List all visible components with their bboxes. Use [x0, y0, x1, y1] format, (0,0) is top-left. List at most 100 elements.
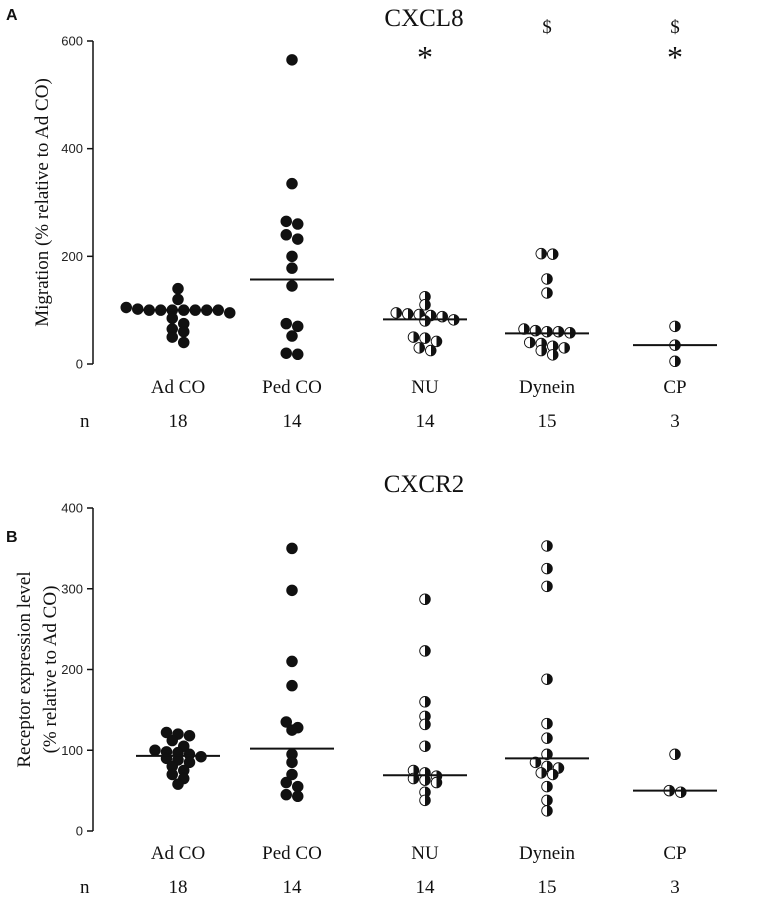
- data-point: [160, 726, 173, 739]
- data-point: [286, 330, 298, 342]
- data-point: [280, 788, 293, 801]
- data-point: [292, 790, 304, 803]
- n-value-nu: 14: [416, 411, 436, 432]
- data-point: [547, 349, 559, 361]
- y-tick-label: 200: [61, 249, 83, 264]
- chart-panel-a: A CXCL8 0 200 400 600 Migration (% relative to…: [6, 5, 717, 432]
- data-point: [183, 729, 196, 742]
- n-value-dynein: 15: [538, 877, 557, 898]
- data-point: [286, 250, 298, 263]
- data-point: [286, 262, 298, 274]
- data-point: [292, 320, 304, 333]
- data-point: [541, 748, 553, 761]
- data-point: [419, 315, 431, 327]
- data-point: [286, 679, 298, 692]
- n-row-label: n: [80, 877, 90, 898]
- category-label-ped-co: Ped CO: [262, 377, 322, 398]
- data-point: [286, 584, 298, 597]
- category-label-cp: CP: [663, 843, 686, 864]
- data-point: [286, 724, 298, 736]
- data-point: [430, 776, 443, 789]
- data-point: [541, 794, 553, 807]
- data-point: [166, 734, 178, 747]
- data-point: [286, 542, 298, 555]
- panel-label: A: [6, 7, 18, 24]
- category-label-dynein: Dynein: [519, 843, 575, 864]
- n-value-ad-co: 18: [169, 411, 188, 432]
- data-point: [177, 325, 190, 338]
- category-label-ad-co: Ad CO: [151, 843, 205, 864]
- data-point: [280, 716, 293, 728]
- significance-asterisk: *: [667, 39, 683, 75]
- significance-asterisk: *: [417, 39, 433, 75]
- data-point: [286, 177, 298, 190]
- n-value-cp: 3: [670, 877, 680, 898]
- data-point: [286, 756, 298, 769]
- data-point: [535, 344, 548, 357]
- data-point: [541, 325, 553, 338]
- data-point: [425, 344, 437, 357]
- data-point: [166, 331, 178, 343]
- data-point: [541, 732, 553, 744]
- data-point: [558, 342, 571, 354]
- n-value-ad-co: 18: [169, 877, 188, 898]
- data-point: [524, 336, 536, 349]
- data-point: [430, 335, 443, 348]
- data-point: [541, 805, 553, 817]
- category-label-ad-co: Ad CO: [151, 377, 205, 398]
- data-point: [166, 768, 178, 781]
- data-point: [292, 348, 304, 361]
- data-point: [390, 307, 403, 319]
- data-point: [541, 540, 553, 552]
- data-point: [280, 317, 293, 330]
- data-point: [535, 247, 548, 260]
- data-point: [280, 229, 293, 241]
- category-label-nu: NU: [411, 377, 439, 398]
- data-point: [675, 786, 687, 798]
- chart-title: CXCL8: [384, 5, 463, 32]
- data-point: [436, 310, 449, 323]
- data-point: [292, 233, 304, 245]
- data-point: [402, 308, 414, 320]
- data-point: [419, 794, 431, 807]
- data-point: [541, 717, 553, 730]
- chart-panel-b: B CXCR2 0 100 200 300 400 Receptor expression l…: [6, 471, 717, 898]
- y-tick-label: 400: [61, 141, 83, 156]
- data-point: [541, 780, 553, 793]
- data-point: [292, 218, 304, 230]
- data-point: [166, 312, 178, 324]
- y-tick-label: 400: [61, 501, 83, 516]
- data-point: [280, 776, 293, 789]
- data-point: [669, 320, 681, 333]
- data-point: [419, 718, 431, 731]
- n-value-nu: 14: [416, 877, 436, 898]
- y-tick-label: 100: [61, 743, 83, 758]
- n-row-label: n: [80, 411, 90, 432]
- data-point: [535, 767, 548, 779]
- data-point: [172, 282, 184, 295]
- data-point: [541, 273, 553, 285]
- y-tick-label: 300: [61, 581, 83, 596]
- y-tick-label: 600: [61, 34, 83, 49]
- data-point: [286, 768, 298, 781]
- data-point: [669, 748, 681, 761]
- data-point: [419, 645, 431, 657]
- category-label-nu: NU: [411, 843, 439, 864]
- n-value-cp: 3: [670, 411, 680, 432]
- data-point: [419, 740, 431, 752]
- data-point: [413, 342, 426, 354]
- data-point: [541, 562, 553, 575]
- significance-dollar: $: [670, 17, 680, 38]
- data-point: [177, 336, 190, 349]
- data-point: [286, 280, 298, 292]
- y-tick-label: 0: [76, 357, 83, 372]
- n-value-ped-co: 14: [283, 877, 303, 898]
- data-point: [419, 774, 431, 786]
- chart-title: CXCR2: [384, 471, 465, 498]
- data-point: [419, 332, 431, 344]
- data-point: [286, 655, 298, 668]
- y-axis-label: (% relative to Ad CO): [40, 586, 61, 754]
- category-label-ped-co: Ped CO: [262, 843, 322, 864]
- data-point: [223, 307, 236, 319]
